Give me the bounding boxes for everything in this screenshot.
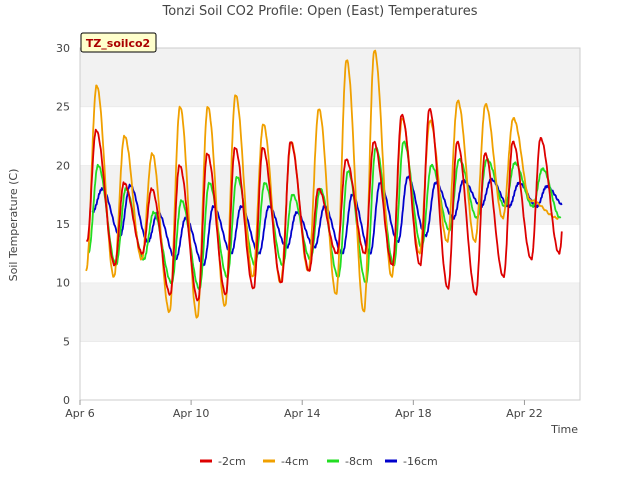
x-tick-label: Apr 14	[284, 407, 321, 420]
legend-label: -2cm	[218, 455, 246, 468]
plot-bands	[80, 47, 580, 400]
series-line-minus-2cm	[86, 108, 563, 302]
x-tick-label: Apr 18	[395, 407, 432, 420]
y-tick-label: 5	[63, 335, 70, 348]
x-tick-label: Apr 6	[65, 407, 95, 420]
y-axis: 0 5 10 15 20 25 30	[56, 42, 70, 407]
site-badge: TZ_soilco2	[80, 32, 157, 53]
x-axis: Apr 6 Apr 10 Apr 14 Apr 18 Apr 22	[65, 400, 543, 420]
legend: -2cm -4cm -8cm -16cm	[200, 455, 438, 468]
x-axis-label: Time	[550, 423, 578, 436]
legend-label: -16cm	[403, 455, 438, 468]
y-axis-label: Soil Temperature (C)	[7, 169, 20, 282]
x-tick-label: Apr 10	[173, 407, 210, 420]
grid-band	[80, 48, 580, 107]
grid-band	[80, 106, 580, 166]
y-tick-label: 30	[56, 42, 70, 55]
x-tick-label: Apr 22	[506, 407, 543, 420]
site-badge-box	[80, 32, 157, 53]
y-tick-label: 25	[56, 101, 70, 114]
y-tick-label: 20	[56, 159, 70, 172]
y-tick-label: 15	[56, 218, 70, 231]
y-tick-label: 10	[56, 277, 70, 290]
chart-title: Tonzi Soil CO2 Profile: Open (East) Temp…	[161, 4, 477, 19]
grid-band	[80, 341, 580, 400]
plot-frame	[79, 47, 581, 401]
legend-label: -8cm	[345, 455, 373, 468]
y-tick-label: 0	[63, 394, 70, 407]
legend-label: -4cm	[281, 455, 309, 468]
series-lines	[85, 49, 563, 319]
site-badge-label: TZ_soilco2	[86, 37, 150, 50]
series-line-minus-16cm	[91, 175, 563, 267]
grid-band	[80, 282, 580, 342]
